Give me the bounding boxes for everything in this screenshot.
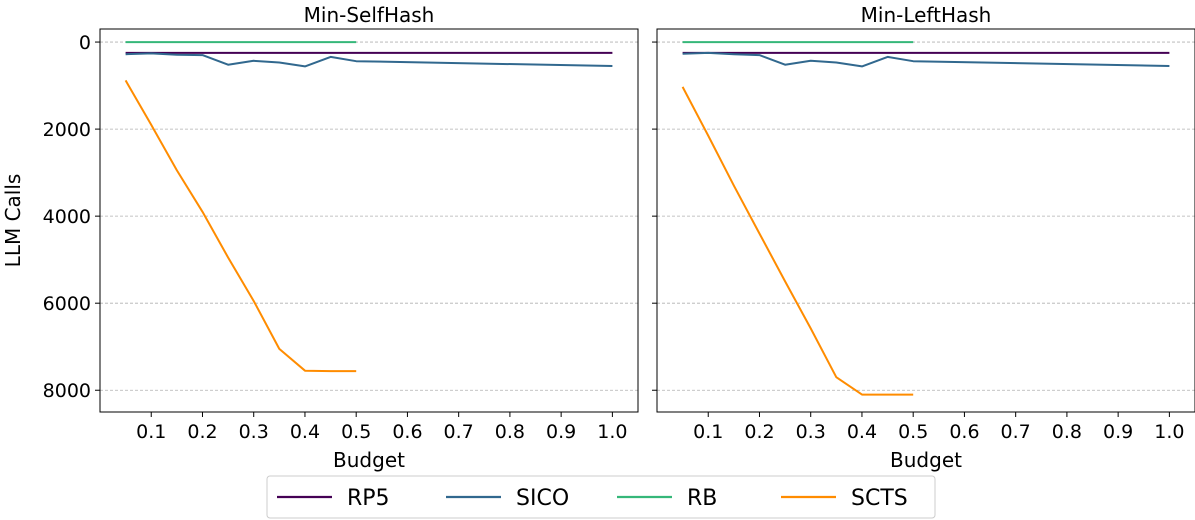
legend: RP5 SICO RB SCTS xyxy=(266,475,936,519)
x-tick-label: 0.1 xyxy=(136,421,166,443)
x-tick-label: 0.8 xyxy=(1052,421,1082,443)
x-tick-label: 0.8 xyxy=(495,421,525,443)
x-tick-label: 0.5 xyxy=(898,421,928,443)
x-tick-label: 0.9 xyxy=(1103,421,1133,443)
x-tick-label: 0.7 xyxy=(1001,421,1031,443)
x-tick-label: 0.7 xyxy=(444,421,474,443)
x-tick-label: 0.4 xyxy=(290,421,320,443)
series-line-sico xyxy=(682,51,1170,68)
y-tick-label: 0 xyxy=(79,32,91,54)
legend-item-rb: RB xyxy=(617,486,717,511)
y-tick-label: 4000 xyxy=(43,206,91,228)
series-line-scts xyxy=(681,86,914,396)
y-tick-label: 6000 xyxy=(43,293,91,315)
panel-title: Min-LeftHash xyxy=(861,3,992,27)
plot-frame xyxy=(656,28,1195,413)
legend-frame xyxy=(266,475,936,519)
legend-item-sico: SICO xyxy=(446,486,569,511)
x-tick-label: 0.9 xyxy=(546,421,576,443)
x-tick-label: 0.3 xyxy=(796,421,826,443)
series-line-scts xyxy=(124,79,357,373)
panel-title: Min-SelfHash xyxy=(304,3,435,27)
x-tick-label: 0.6 xyxy=(949,421,979,443)
x-tick-label: 0.3 xyxy=(239,421,269,443)
legend-label: RB xyxy=(687,486,717,511)
x-tick-label: 0.6 xyxy=(392,421,422,443)
x-tick-label: 0.1 xyxy=(693,421,723,443)
series-line-sico xyxy=(125,52,613,68)
plot-frame xyxy=(99,28,639,413)
x-tick-label: 0.2 xyxy=(187,421,217,443)
x-axis-label: Budget xyxy=(890,448,962,472)
x-tick-label: 0.5 xyxy=(341,421,371,443)
legend-label: SICO xyxy=(516,486,569,511)
x-tick-label: 1.0 xyxy=(597,421,627,443)
x-tick-label: 0.2 xyxy=(744,421,774,443)
chart-panel-2: 0.1 0.2 0.3 0.4 0.5 0.6 0.7 0.8 0.9 1.0 Min-LeftHa… xyxy=(652,3,1195,472)
legend-label: SCTS xyxy=(851,486,908,511)
legend-label: RP5 xyxy=(347,486,390,511)
y-tick-label: 8000 xyxy=(43,380,91,402)
legend-item-scts: SCTS xyxy=(781,486,908,511)
y-axis-label: LLM Calls xyxy=(1,174,25,268)
x-tick-label: 1.0 xyxy=(1154,421,1184,443)
y-tick-label: 2000 xyxy=(43,119,91,141)
chart-panel-1: 0 2000 4000 6000 8000 0.1 0.2 0.3 0.4 0.5 0.6 0.7 0.… xyxy=(1,3,639,472)
x-tick-label: 0.4 xyxy=(847,421,877,443)
legend-item-rp5: RP5 xyxy=(277,486,390,511)
x-axis-label: Budget xyxy=(333,448,405,472)
